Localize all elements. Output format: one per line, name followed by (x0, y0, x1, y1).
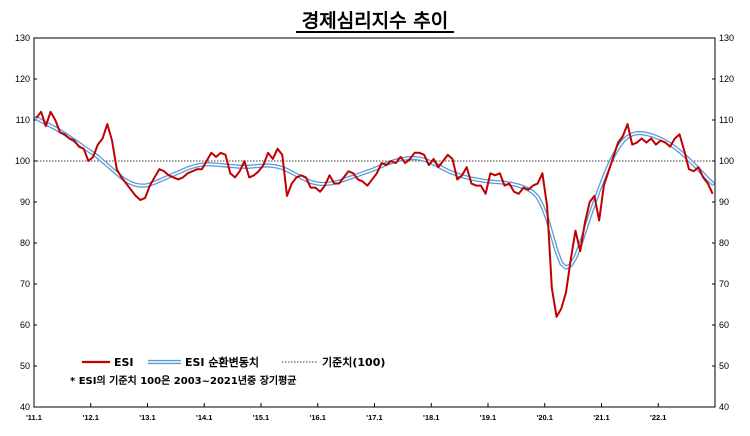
y-tick-label-right: 100 (719, 156, 734, 166)
y-tick-label-left: 90 (20, 197, 30, 207)
x-tick-label: '14.1 (196, 413, 212, 422)
legend: ESI ESI 순환변동치 기준치(100) (82, 355, 385, 369)
y-tick-label-left: 120 (15, 74, 30, 84)
y-tick-label-left: 100 (15, 156, 30, 166)
y-axis-right: 40 50 60 70 80 90 100 110 120 130 (712, 33, 734, 412)
x-tick-label: '11.1 (26, 413, 42, 422)
y-tick-label-left: 110 (16, 115, 30, 125)
chart-title: 경제심리지수 추이 (302, 10, 448, 32)
legend-cycle-label: ESI 순환변동치 (185, 355, 259, 369)
legend-esi-label: ESI (114, 356, 134, 369)
y-tick-label-right: 40 (719, 402, 729, 412)
series-layer (34, 110, 715, 318)
x-tick-label: '12.1 (83, 413, 99, 422)
series-line-esi-cycle-core (35, 117, 714, 269)
y-tick-label-left: 40 (20, 402, 30, 412)
y-tick-label-left: 70 (20, 279, 30, 289)
y-tick-label-right: 130 (719, 33, 734, 43)
y-tick-label-left: 60 (20, 320, 30, 330)
series-line-esi (35, 110, 714, 318)
x-tick-label: '16.1 (310, 413, 326, 422)
x-tick-label: '22.1 (650, 413, 666, 422)
x-tick-label: '19.1 (480, 413, 496, 422)
y-tick-label-right: 70 (719, 279, 729, 289)
x-tick-label: '18.1 (423, 413, 439, 422)
x-tick-label: '15.1 (253, 413, 269, 422)
x-tick-label: '13.1 (139, 413, 155, 422)
x-tick-label: '17.1 (366, 413, 382, 422)
y-tick-label-left: 50 (20, 361, 30, 371)
y-tick-label-left: 130 (15, 33, 30, 43)
y-tick-label-right: 110 (719, 115, 733, 125)
y-tick-label-right: 60 (719, 320, 729, 330)
y-axis-left: 40 50 60 70 80 90 100 110 120 130 (15, 33, 37, 412)
x-axis: '11.1 '12.1 '13.1 '14.1 '15.1 '16.1 '17.1 '18.1… (26, 403, 666, 422)
title-underline (296, 31, 454, 33)
y-tick-label-left: 80 (20, 238, 30, 248)
y-tick-label-right: 90 (719, 197, 729, 207)
legend-ref-label: 기준치(100) (322, 355, 385, 369)
y-tick-label-right: 80 (719, 238, 729, 248)
x-tick-label: '21.1 (593, 413, 609, 422)
x-tick-label: '20.1 (537, 413, 553, 422)
y-tick-label-right: 50 (719, 361, 729, 371)
y-tick-label-right: 120 (719, 74, 734, 84)
chart-note: * ESI의 기준치 100은 2003~2021년중 장기평균 (70, 374, 297, 387)
plot-area (33, 37, 716, 408)
